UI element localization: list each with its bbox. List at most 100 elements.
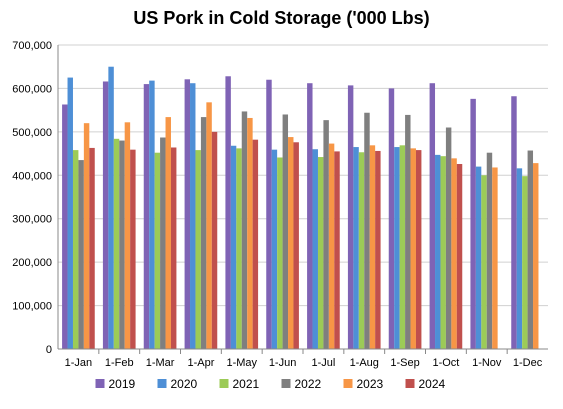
bar-2021-1-Jul	[317, 157, 324, 349]
bar-2024-1-Mar	[170, 147, 177, 349]
bar-2024-1-Jul	[334, 151, 340, 349]
bar-2022-1-Apr	[200, 117, 207, 349]
x-tick-label: 1-Oct	[432, 357, 459, 369]
bar-2024-1-May	[252, 139, 259, 349]
bar-2024-1-Apr	[211, 131, 218, 349]
bar-2021-1-Aug	[358, 152, 365, 349]
legend-label-2022: 2022	[295, 377, 322, 391]
y-tick-label: 400,000	[12, 170, 52, 182]
bar-2023-1-Feb	[124, 122, 131, 349]
legend-swatch-2023	[343, 379, 353, 388]
bar-2019-1-Jun	[266, 79, 272, 349]
y-tick-label: 100,000	[12, 301, 52, 313]
bar-2024-1-Sep	[415, 150, 422, 349]
bar-2020-1-Jul	[312, 149, 318, 349]
y-axis-ticks: 0 100,000 200,000 300,000 400,000 500,000 600,…	[12, 40, 52, 356]
bar-2024-1-Feb	[130, 149, 136, 349]
bar-2019-1-Apr	[184, 79, 191, 350]
bar-2020-1-Sep	[394, 147, 400, 349]
bar-2022-1-Feb	[119, 140, 125, 349]
x-tick-label: 1-Jan	[65, 357, 93, 369]
bar-2020-1-Aug	[353, 147, 359, 349]
legend-swatch-2021	[219, 379, 229, 388]
gridlines	[58, 44, 548, 307]
legend-label-2023: 2023	[357, 377, 384, 391]
y-tick-label: 0	[46, 344, 52, 356]
bar-2020-1-Dec	[516, 168, 523, 349]
bar-2022-1-Dec	[527, 150, 534, 349]
bar-2020-1-Apr	[190, 83, 196, 350]
bar-2021-1-Sep	[399, 145, 406, 349]
y-tick-label: 500,000	[12, 127, 52, 139]
x-tick-label: 1-May	[226, 357, 257, 369]
bar-2022-1-Jul	[323, 120, 329, 349]
bar-2022-1-Oct	[445, 127, 452, 349]
bar-2021-1-Mar	[154, 152, 161, 349]
x-tick-label: 1-Aug	[350, 357, 379, 369]
bars	[62, 66, 539, 350]
bar-2023-1-Jun	[288, 137, 294, 349]
legend-swatch-2020	[157, 379, 167, 388]
bar-2022-1-Jan	[78, 160, 84, 349]
y-tick-label: 700,000	[12, 40, 52, 52]
bar-2021-1-Jan	[72, 150, 79, 349]
bar-2019-1-Aug	[347, 85, 354, 349]
bar-2020-1-Mar	[149, 80, 155, 350]
bar-2019-1-Feb	[102, 81, 109, 349]
x-axis-ticks: 1-Jan 1-Feb 1-Mar 1-Apr 1-May 1-Jun 1-Jul 1-Aug…	[65, 349, 543, 369]
x-tick-label: 1-Dec	[513, 357, 543, 369]
bar-2021-1-Nov	[481, 175, 487, 349]
bar-2023-1-Mar	[165, 117, 171, 349]
chart-title: US Pork in Cold Storage ('000 Lbs)	[133, 8, 430, 28]
bar-2023-1-Apr	[206, 102, 212, 349]
bar-2021-1-May	[236, 148, 242, 349]
bar-2020-1-Nov	[475, 166, 482, 349]
y-tick-label: 600,000	[12, 83, 52, 95]
bar-2019-1-Mar	[143, 84, 150, 349]
bar-2019-1-Nov	[470, 98, 476, 349]
bar-2023-1-Nov	[492, 167, 498, 349]
x-tick-label: 1-Mar	[146, 357, 175, 369]
legend-label-2019: 2019	[109, 377, 136, 391]
bar-2022-1-Mar	[160, 137, 166, 349]
bar-2023-1-Dec	[533, 163, 539, 349]
bar-2021-1-Dec	[522, 176, 528, 349]
bar-2020-1-Jun	[271, 149, 278, 349]
bar-2023-1-May	[247, 117, 253, 350]
bar-2023-1-Jan	[83, 123, 90, 350]
bar-2022-1-Aug	[364, 112, 370, 350]
x-tick-label: 1-Jul	[311, 357, 335, 369]
legend: 2019 2020 2021 2022 2023 2024	[95, 377, 446, 391]
x-tick-label: 1-Feb	[105, 357, 134, 369]
legend-label-2021: 2021	[233, 377, 260, 391]
bar-2023-1-Oct	[451, 158, 457, 349]
bar-2019-1-Oct	[429, 83, 436, 350]
x-tick-label: 1-Jun	[269, 357, 297, 369]
bar-2021-1-Feb	[113, 138, 120, 349]
bar-2019-1-Jan	[62, 104, 68, 349]
bar-2024-1-Oct	[456, 163, 463, 349]
y-tick-label: 200,000	[12, 257, 52, 269]
bar-2022-1-Nov	[486, 152, 493, 349]
bar-2021-1-Oct	[440, 156, 446, 349]
bar-2022-1-Sep	[405, 114, 411, 349]
bar-2021-1-Apr	[195, 150, 201, 349]
bar-2020-1-Feb	[108, 66, 114, 349]
bar-2019-1-May	[225, 76, 231, 350]
bar-2019-1-Dec	[511, 96, 517, 349]
legend-label-2024: 2024	[419, 377, 446, 391]
bar-2020-1-Oct	[435, 154, 441, 349]
legend-swatch-2022	[281, 379, 291, 388]
bar-2019-1-Sep	[388, 88, 395, 349]
bar-2023-1-Aug	[369, 145, 376, 349]
legend-swatch-2019	[95, 379, 105, 388]
legend-label-2020: 2020	[171, 377, 198, 391]
x-tick-label: 1-Nov	[472, 357, 502, 369]
bar-2023-1-Jul	[328, 143, 335, 349]
legend-swatch-2024	[405, 379, 415, 388]
x-tick-label: 1-Sep	[390, 357, 419, 369]
bar-2020-1-Jan	[67, 77, 73, 350]
bar-2019-1-Jul	[307, 83, 313, 350]
